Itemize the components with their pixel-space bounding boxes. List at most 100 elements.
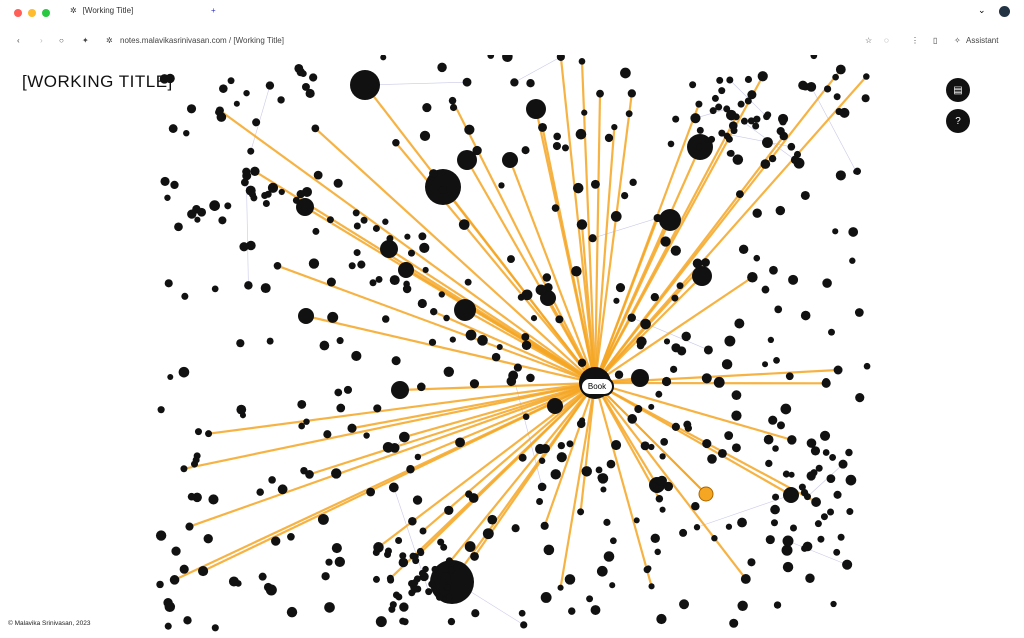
graph-node[interactable] [671, 422, 680, 431]
graph-node[interactable] [186, 104, 197, 114]
graph-node[interactable] [773, 601, 782, 609]
graph-node[interactable] [453, 563, 461, 571]
graph-node[interactable] [258, 572, 267, 581]
forward-icon[interactable]: › [40, 36, 43, 45]
graph-node[interactable] [183, 616, 192, 625]
graph-node[interactable] [373, 404, 382, 413]
graph-node[interactable] [407, 249, 415, 257]
graph-node[interactable] [343, 385, 353, 394]
graph-node[interactable] [734, 318, 745, 329]
graph-node[interactable] [568, 607, 576, 615]
graph-node[interactable] [464, 278, 472, 286]
graph-node[interactable] [596, 89, 604, 98]
graph-node[interactable] [326, 216, 334, 224]
graph-node[interactable] [727, 149, 735, 157]
graph-node[interactable] [308, 258, 320, 269]
graph-node[interactable] [798, 80, 808, 91]
graph-node[interactable] [363, 432, 370, 439]
graph-node[interactable] [325, 558, 333, 566]
graph-node[interactable] [305, 88, 315, 99]
graph-node[interactable] [425, 588, 433, 596]
graph-node[interactable] [357, 260, 366, 269]
browser-tab[interactable]: ✲ [Working Title] [70, 6, 134, 15]
graph-node[interactable] [769, 265, 778, 275]
graph-node[interactable] [716, 76, 724, 84]
graph-node[interactable] [633, 517, 640, 524]
graph-node[interactable] [650, 533, 660, 544]
graph-node[interactable] [790, 155, 800, 165]
graph-node[interactable] [398, 262, 414, 278]
graph-node[interactable] [391, 356, 401, 366]
graph-node[interactable] [430, 308, 438, 316]
graph-node[interactable] [663, 338, 671, 345]
graph-node[interactable] [164, 279, 173, 288]
graph-node[interactable] [299, 70, 307, 78]
graph-node[interactable] [372, 575, 380, 583]
graph-node[interactable] [266, 337, 274, 345]
graph-node[interactable] [696, 126, 704, 134]
graph-node[interactable] [265, 81, 275, 90]
graph-node[interactable] [802, 541, 813, 552]
graph-node[interactable] [518, 453, 527, 462]
graph-node[interactable] [319, 340, 330, 351]
graph-node[interactable] [765, 459, 773, 468]
graph-node[interactable] [321, 572, 330, 581]
graph-node[interactable] [547, 398, 563, 414]
graph-node[interactable] [540, 592, 552, 603]
graph-node[interactable] [640, 441, 650, 451]
graph-node[interactable] [577, 508, 585, 516]
graph-node[interactable] [800, 310, 811, 321]
chevron-down-icon[interactable]: ⌄ [978, 5, 986, 15]
graph-node[interactable] [384, 547, 392, 555]
graph-node[interactable] [388, 482, 399, 493]
graph-node[interactable] [772, 493, 780, 501]
graph-node[interactable] [296, 190, 305, 199]
graph-node[interactable] [164, 194, 171, 201]
graph-node[interactable] [848, 227, 859, 237]
graph-node[interactable] [219, 84, 228, 93]
graph-node[interactable] [634, 405, 643, 414]
graph-node[interactable] [428, 580, 436, 588]
graph-node[interactable] [395, 593, 403, 601]
graph-node[interactable] [833, 365, 843, 375]
graph-node[interactable] [781, 544, 793, 556]
graph-node[interactable] [595, 466, 603, 474]
graph-node[interactable] [160, 176, 170, 186]
graph-node[interactable] [440, 543, 448, 551]
graph-node[interactable] [819, 430, 831, 441]
graph-node[interactable] [465, 329, 477, 341]
graph-node[interactable] [408, 516, 417, 526]
graph-node[interactable] [763, 434, 774, 445]
minimize-window-button[interactable] [28, 9, 36, 17]
graph-node[interactable] [449, 336, 456, 343]
graph-node[interactable] [835, 170, 846, 181]
graph-node[interactable] [711, 534, 718, 542]
graph-node[interactable] [540, 521, 549, 530]
graph-node[interactable] [236, 339, 245, 348]
graph-node[interactable] [399, 602, 409, 612]
graph-node[interactable] [564, 574, 576, 585]
graph-node[interactable] [496, 344, 503, 351]
graph-node[interactable] [760, 159, 771, 169]
graph-node[interactable] [192, 456, 200, 464]
graph-node[interactable] [477, 335, 488, 346]
graph-node[interactable] [165, 73, 175, 84]
graph-node[interactable] [416, 547, 424, 555]
graph-node[interactable] [205, 430, 213, 438]
graph-node[interactable] [604, 133, 614, 143]
graph-node[interactable] [713, 376, 725, 388]
graph-node[interactable] [464, 124, 475, 135]
graph-node[interactable] [653, 213, 662, 223]
graph-node[interactable] [323, 430, 332, 439]
graph-node[interactable] [613, 297, 620, 304]
graph-node[interactable] [443, 583, 451, 591]
graph-node[interactable] [696, 143, 704, 151]
graph-node[interactable] [737, 600, 748, 611]
graph-node[interactable] [366, 487, 376, 497]
graph-node[interactable] [324, 602, 335, 613]
graph-node[interactable] [723, 105, 731, 113]
graph-node[interactable] [418, 569, 426, 577]
graph-node[interactable] [693, 524, 701, 531]
graph-node[interactable] [465, 490, 473, 498]
graph-node[interactable] [777, 421, 785, 430]
